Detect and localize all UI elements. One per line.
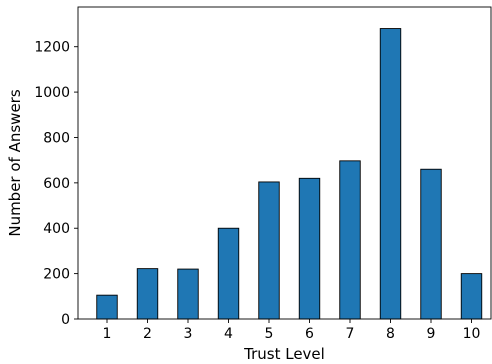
bar-6 [298, 177, 321, 320]
x-tick-label: 1 [103, 326, 112, 342]
bar-1 [96, 294, 118, 320]
y-tick-label: 600 [43, 176, 70, 192]
y-ticks-group: 0 200 400 600 800 1000 1200 [34, 40, 78, 328]
x-tick-label: 7 [346, 326, 355, 342]
bar-10 [460, 273, 483, 320]
x-tick-label: 5 [265, 326, 274, 342]
bar-3 [177, 268, 199, 320]
y-tick-label: 400 [43, 221, 70, 237]
x-tick-label: 2 [143, 326, 152, 342]
bar-2 [136, 268, 159, 320]
x-tick-label: 8 [386, 326, 395, 342]
x-tick-label: 10 [463, 326, 481, 342]
x-tick-label: 9 [427, 326, 436, 342]
y-tick-label: 1200 [34, 40, 70, 56]
bar-9 [420, 168, 442, 320]
bar-8 [379, 28, 402, 320]
bar-7 [339, 160, 361, 320]
x-ticks-group: 1 2 3 4 5 6 7 8 9 10 [103, 319, 481, 342]
x-tick-label: 4 [224, 326, 233, 342]
y-tick-label: 1000 [34, 85, 70, 101]
y-tick-label: 200 [43, 267, 70, 283]
bar-5 [258, 181, 280, 320]
x-tick-label: 6 [305, 326, 314, 342]
y-tick-label: 0 [61, 312, 70, 328]
y-tick-label: 800 [43, 130, 70, 146]
y-axis-label: Number of Answers [6, 89, 24, 236]
bars-group [96, 28, 483, 320]
x-tick-label: 3 [184, 326, 193, 342]
bar-4 [217, 227, 240, 320]
x-axis-label: Trust Level [243, 345, 325, 363]
plot-frame [77, 6, 492, 320]
